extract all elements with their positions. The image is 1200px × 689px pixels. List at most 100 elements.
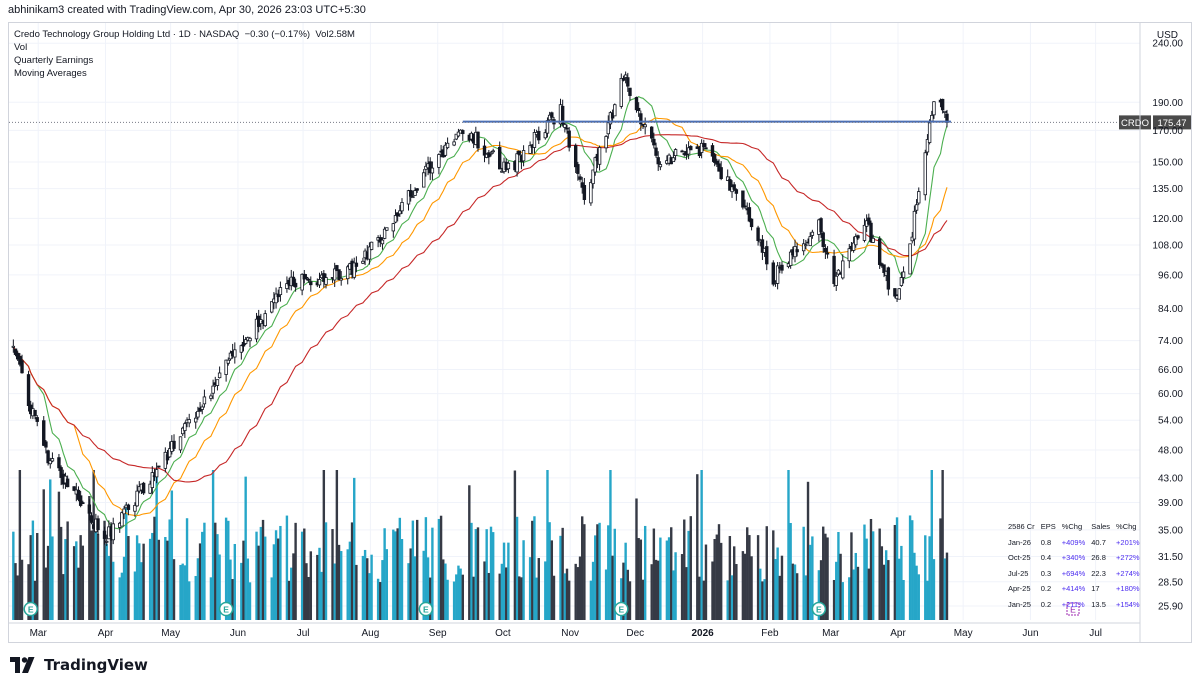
candle-body	[854, 236, 858, 246]
candlestick	[337, 269, 341, 281]
candle-body	[487, 152, 491, 158]
volume-bar	[81, 545, 85, 620]
candle-body	[304, 276, 309, 279]
candle-body	[165, 454, 170, 461]
volume-bar	[142, 543, 145, 620]
candle-body	[413, 190, 417, 196]
candlestick	[87, 499, 92, 521]
candlestick	[765, 240, 769, 271]
volume-bar	[468, 485, 471, 620]
volume-bar	[674, 552, 677, 620]
earnings-cell: Apr-25	[1008, 584, 1031, 594]
candle-body	[291, 276, 296, 287]
volume-bar	[535, 577, 538, 620]
volume-bar	[687, 530, 690, 620]
volume-bar	[763, 579, 766, 620]
candle-body	[167, 448, 172, 458]
candlestick	[780, 261, 784, 274]
candle-body	[126, 504, 131, 510]
volume-bar	[383, 528, 386, 620]
candle-body	[532, 132, 537, 148]
candle-body	[927, 122, 932, 143]
volume-bar	[685, 567, 688, 620]
volume-bar	[62, 574, 65, 620]
volume-bar	[214, 522, 217, 620]
volume-bar	[895, 517, 899, 620]
candlesticks	[11, 71, 949, 547]
legend-vol-indicator[interactable]: Vol	[14, 42, 28, 53]
volume-bar	[537, 558, 540, 620]
volume-bar	[839, 553, 842, 620]
volume-bar	[930, 470, 933, 620]
candle-body	[59, 467, 63, 478]
candlestick	[613, 103, 617, 117]
volume-bar	[255, 531, 258, 620]
candle-body	[914, 204, 919, 211]
y-tick-label: 39.00	[1158, 498, 1183, 509]
candlestick	[689, 145, 693, 151]
volume-bar	[353, 477, 356, 620]
earnings-marker-letter: E	[816, 605, 822, 615]
candlestick	[582, 177, 587, 205]
tradingview-logo[interactable]: TradingView	[10, 656, 148, 674]
y-tick-label: 150.00	[1152, 158, 1183, 169]
legend-ma-indicator[interactable]: Moving Averages	[14, 68, 87, 79]
legend-title: Credo Technology Group Holding Ltd · 1D …	[14, 29, 240, 40]
candle-body	[46, 450, 50, 464]
candle-body	[335, 265, 339, 272]
candlestick	[385, 227, 389, 231]
volume-bar	[244, 476, 247, 620]
x-tick-label: Apr	[890, 628, 906, 639]
currency-label: USD	[1157, 30, 1178, 41]
candlestick	[658, 161, 663, 171]
volume-bar	[743, 553, 747, 620]
candle-body	[133, 504, 137, 512]
legend-earnings-indicator[interactable]: Quarterly Earnings	[14, 55, 94, 66]
axes: 240.00 190.00 170.00 150.00 135.00 120.00 108.…	[8, 23, 1183, 643]
candle-body	[832, 255, 836, 284]
volume-bar	[424, 517, 428, 620]
y-tick-label: 74.00	[1158, 336, 1183, 347]
candlestick	[932, 101, 936, 119]
volume-bar	[650, 564, 653, 620]
volume-bar	[51, 536, 54, 620]
candle-body	[81, 502, 85, 504]
x-tick-label: Jun	[230, 628, 246, 639]
earnings-cell: +694%	[1061, 568, 1086, 578]
candlestick	[317, 272, 322, 288]
candlestick	[89, 512, 94, 525]
earnings-marker: E	[811, 601, 827, 617]
candlestick	[20, 354, 24, 374]
earnings-marker-letter: E	[423, 605, 429, 615]
candle-body	[361, 260, 365, 264]
candlestick	[456, 128, 461, 138]
volume-bar	[628, 581, 632, 620]
candle-body	[775, 265, 780, 284]
y-tick-label: 35.00	[1158, 525, 1183, 536]
candlestick	[187, 413, 191, 428]
candle-body	[780, 264, 784, 271]
earnings-table-row: Jan-26 0.8 +409% 40.7 +201%	[1005, 535, 1143, 551]
candle-body	[57, 457, 61, 469]
candlestick	[81, 500, 85, 504]
candlestick	[741, 190, 745, 210]
candlestick	[422, 169, 426, 188]
earnings-marker-letter: E	[28, 605, 34, 615]
earnings-table-header: 2586 Cr EPS %Chg Sales %Chg	[1005, 519, 1143, 535]
volume-bar	[381, 560, 384, 620]
candle-body	[148, 483, 152, 494]
candlestick	[515, 150, 519, 177]
volume-bar	[756, 535, 760, 620]
y-tick-label: 28.50	[1158, 577, 1183, 588]
candle-body	[233, 349, 237, 358]
candle-body	[211, 385, 215, 394]
candlestick	[13, 348, 18, 357]
volume-bar	[335, 470, 339, 620]
candle-body	[461, 130, 465, 135]
earnings-marker-circle	[614, 601, 629, 617]
volume-bar	[368, 573, 371, 620]
volume-bar	[665, 540, 669, 620]
candlestick	[686, 141, 691, 160]
volume-bar	[637, 538, 640, 620]
